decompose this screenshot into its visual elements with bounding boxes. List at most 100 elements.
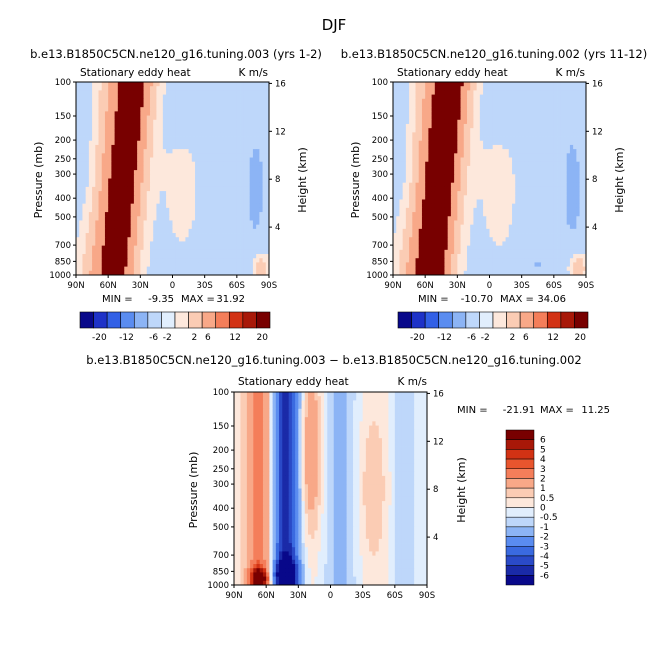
- plot-p1-cell: [214, 174, 218, 179]
- plot-p2-cell: [479, 82, 484, 87]
- plot-p2-cell: [486, 224, 490, 230]
- plot-p2-cell: [425, 195, 429, 200]
- plot-p1-cell: [124, 233, 128, 238]
- plot-p1-cell: [162, 119, 167, 125]
- plot-p1-cell: [143, 178, 148, 184]
- plot-p1-cell: [240, 136, 244, 142]
- plot-p1-cell: [185, 98, 189, 104]
- plot-p2-cell: [425, 107, 429, 112]
- plot-p2-cell: [528, 128, 532, 133]
- plot-p2-cell: [473, 136, 478, 142]
- plot-p1-cell: [85, 262, 90, 268]
- plot-p1-cell: [79, 102, 83, 108]
- plot-p1-cell: [185, 161, 189, 167]
- plot-p2-cell: [544, 128, 548, 133]
- plot-p2-cell: [528, 111, 532, 116]
- plot-p1-cell: [236, 128, 241, 133]
- plot-p1-cell: [195, 270, 199, 276]
- plot-p2-cell: [547, 111, 552, 116]
- plot-p2-cell: [470, 102, 474, 108]
- plot-p1-cell: [172, 144, 177, 150]
- plot-p2-cell: [499, 102, 503, 108]
- plot-p2-cell: [537, 174, 542, 179]
- plot-p1-cell: [104, 86, 109, 91]
- plot-p1-cell: [233, 153, 238, 158]
- plot-p1-cell: [140, 102, 144, 108]
- plot-p2-cell: [476, 119, 481, 125]
- plot-p2-cell: [579, 82, 584, 87]
- plot-p2-cell: [502, 153, 506, 158]
- plot-p1-cell: [85, 212, 90, 217]
- plot-p2-cell: [402, 102, 407, 108]
- plot-p2-cell: [528, 224, 532, 230]
- plot-p1-cell: [92, 212, 96, 217]
- plot-p2-cell: [409, 123, 413, 129]
- plot-p1-cell: [201, 90, 206, 95]
- plot-p2-cell: [454, 136, 458, 142]
- plot-p2-cell: [502, 220, 506, 226]
- plot-p2-cell: [463, 111, 468, 116]
- plot-p1-cell: [117, 258, 122, 263]
- plot-p1-cell: [88, 149, 93, 154]
- plot-p2-cell: [428, 212, 432, 217]
- cbar-p1-label: -6: [149, 333, 158, 343]
- plot-p1-cell: [175, 107, 180, 112]
- plot-p1-cell: [111, 119, 115, 125]
- plot-p2-cell: [393, 119, 397, 125]
- plot-p2-cell: [405, 90, 410, 95]
- plot-p1-cell: [220, 153, 225, 158]
- plot-p1-cell: [211, 195, 215, 200]
- plot-p2-cell: [431, 203, 436, 209]
- plot-p2-cell: [486, 174, 490, 179]
- plot-p1-cell: [178, 195, 183, 200]
- plot-p2-cell: [470, 136, 474, 142]
- plot-p1-cell: [76, 228, 80, 234]
- plot-p1-cell: [175, 90, 180, 95]
- plot-p1-cell: [198, 191, 202, 196]
- plot-p1-cell: [172, 207, 177, 213]
- plot-p1-cell: [153, 128, 157, 133]
- plot-p1-cell: [185, 136, 189, 142]
- plot-p1-xtick-label: 30S: [197, 281, 213, 291]
- plot-p1-cell: [178, 144, 183, 150]
- plot-p2-cell: [457, 216, 461, 221]
- plot-p2-cell: [508, 224, 513, 230]
- plot-p1-cell: [227, 98, 231, 104]
- plot-p1-cell: [104, 178, 109, 184]
- plot-p2-cell: [531, 199, 535, 205]
- plot-p2-cell: [489, 220, 494, 226]
- plot-p1-cell: [146, 170, 151, 175]
- plot-p1-cell: [88, 178, 93, 184]
- plot-p1-cell: [162, 245, 167, 251]
- plot-p1-cell: [146, 107, 151, 112]
- plot-p1-cell: [178, 245, 183, 251]
- plot-p1-cell: [233, 132, 238, 137]
- plot-p2-cell: [560, 220, 564, 226]
- plot-p2-cell: [537, 107, 542, 112]
- plot-p2-cell: [483, 90, 487, 95]
- plot-p2-cell: [582, 199, 587, 205]
- plot-p2-cell: [540, 119, 545, 125]
- plot-p2-cell: [534, 207, 539, 213]
- plot-p1-cell: [104, 195, 109, 200]
- plot-p2-cell: [499, 224, 503, 230]
- plot-p1-cell: [108, 178, 112, 184]
- plot-p1-cell: [166, 178, 170, 184]
- plot-p2-cell: [528, 144, 532, 150]
- plot-p2-cell: [505, 182, 510, 188]
- plot-p2-cell: [444, 165, 449, 171]
- plot-p1-cell: [104, 191, 109, 196]
- plot-p1-cell: [220, 216, 225, 221]
- plot-p1-cell: [188, 191, 193, 196]
- plot-p2-cell: [431, 220, 436, 226]
- plot-p1-cell: [195, 111, 199, 116]
- plot-p2-cell: [428, 203, 432, 209]
- plot-p2-cell: [405, 82, 410, 87]
- plot-p2-cell: [476, 191, 481, 196]
- plot-p2-cell: [412, 144, 416, 150]
- plot-p1-cell: [178, 233, 183, 238]
- plot-p1-cell: [214, 102, 218, 108]
- plot-p1-cell: [114, 195, 119, 200]
- plot-p1-cell: [243, 149, 247, 154]
- plot-p2-cell: [415, 94, 420, 100]
